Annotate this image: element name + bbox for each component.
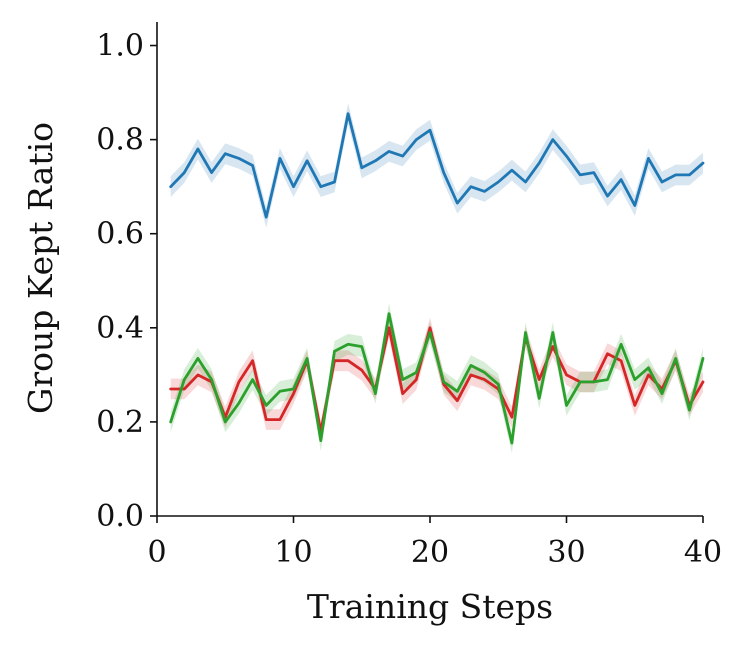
- y-tick-label: 0.2: [96, 405, 144, 440]
- x-tick-label: 30: [547, 535, 585, 570]
- y-tick-label: 0.8: [96, 123, 144, 158]
- y-tick-label: 0.6: [96, 217, 144, 252]
- series-3-band: [170, 303, 703, 454]
- series-1-line: [169, 112, 705, 219]
- x-tick-label: 0: [147, 535, 166, 570]
- y-axis-label: Group Kept Ratio: [21, 122, 60, 414]
- x-tick-label: 10: [274, 535, 312, 570]
- x-tick-label: 20: [411, 535, 449, 570]
- series-lines: [169, 112, 705, 445]
- y-tick-label: 0.4: [96, 311, 144, 346]
- series-2-band: [170, 317, 703, 442]
- axes: 0 10 20 30 40 0.0 0.2 0.4 0.6 0.8 1.0: [96, 22, 722, 570]
- x-axis-label: Training Steps: [307, 587, 553, 626]
- y-tick-label: 1.0: [96, 29, 144, 64]
- y-tick-label: 0.0: [96, 499, 144, 534]
- series-3-line: [169, 312, 705, 445]
- x-tick-label: 40: [684, 535, 722, 570]
